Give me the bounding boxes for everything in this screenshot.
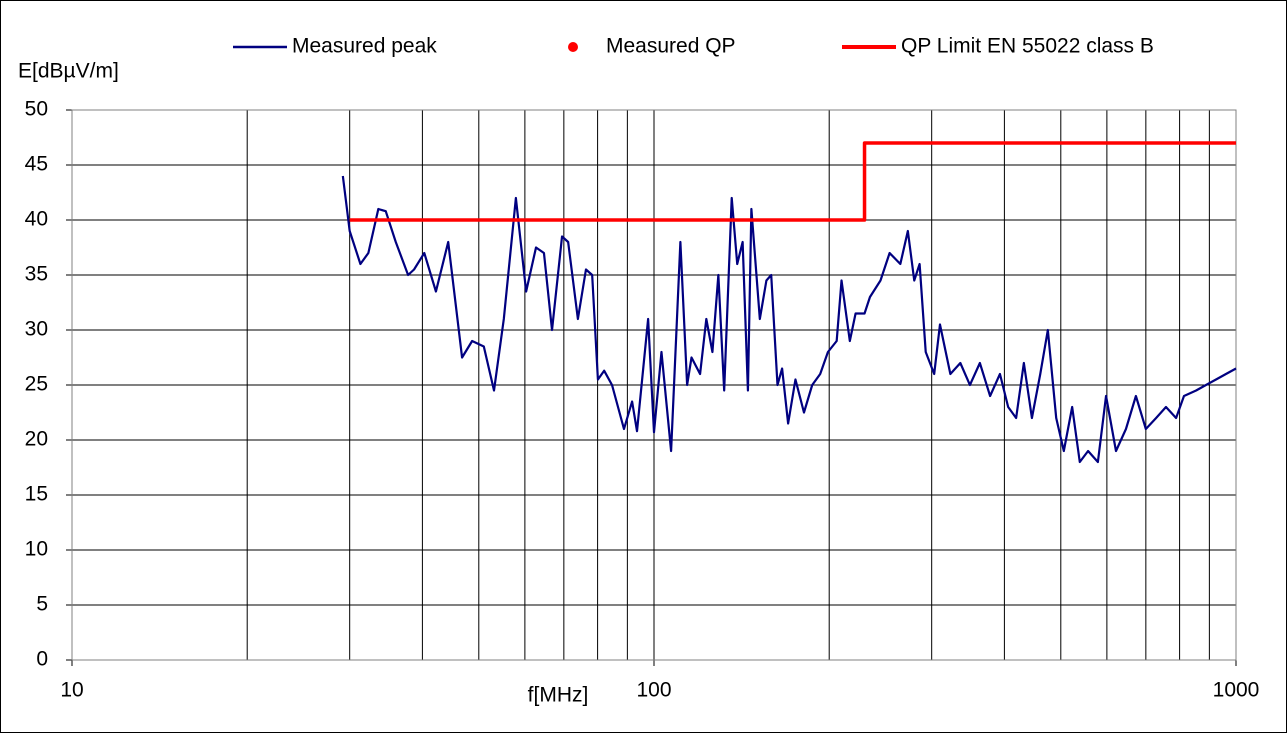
y-tick-label: 10 [25, 538, 48, 561]
x-tick-label: 1000 [1213, 679, 1260, 702]
data-line [341, 175, 1237, 464]
plot-border [71, 109, 1237, 661]
y-tick-label: 5 [36, 593, 48, 616]
y-tick-label: 50 [25, 98, 48, 121]
y-tick-label: 40 [25, 208, 48, 231]
y-tick-label: 30 [25, 318, 48, 341]
legend-label: Measured peak [292, 35, 437, 58]
y-tick-label: 15 [25, 483, 48, 506]
y-tick-label: 25 [25, 373, 48, 396]
legend-marker [568, 42, 578, 52]
x-tick-label: 10 [60, 679, 83, 702]
x-tick-label: 100 [636, 679, 671, 702]
y-tick-label: 35 [25, 263, 48, 286]
data-line [349, 141, 1236, 222]
y-tick-label: 0 [36, 648, 48, 671]
legend-label: QP Limit EN 55022 class B [901, 35, 1154, 58]
legend-label: Measured QP [606, 35, 736, 58]
y-tick-label: 20 [25, 428, 48, 451]
y-axis-label: E[dBµV/m] [18, 60, 119, 83]
x-axis-label: f[MHz] [528, 684, 589, 707]
y-tick-label: 45 [25, 153, 48, 176]
